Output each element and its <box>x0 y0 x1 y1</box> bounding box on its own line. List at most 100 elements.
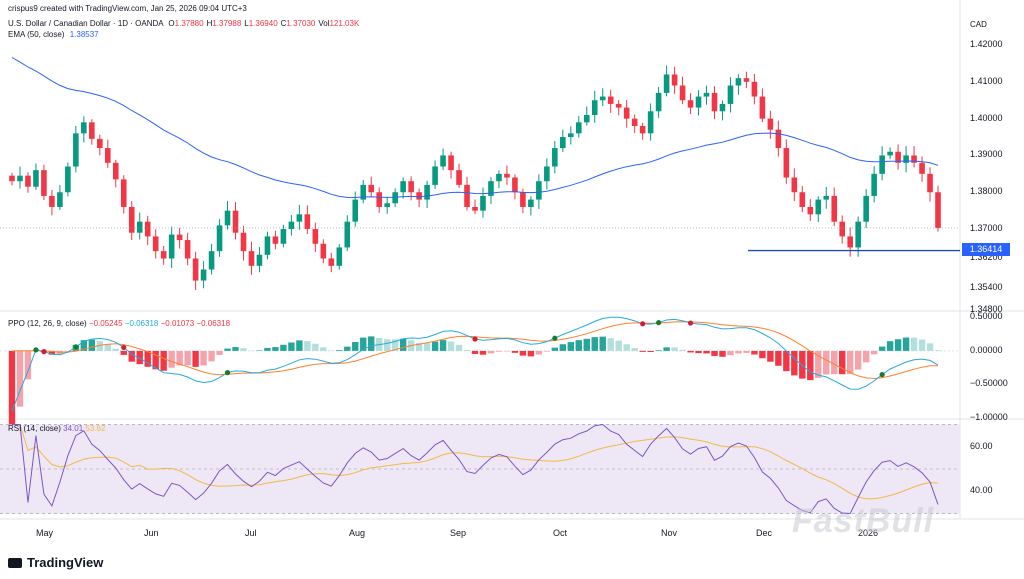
candle-body <box>783 148 790 178</box>
ppo-histogram-bar <box>471 350 479 354</box>
time-tick-label: Jul <box>245 528 257 538</box>
ppo-histogram-bar <box>96 341 103 351</box>
ppo-histogram-bar <box>775 350 782 366</box>
ppo-cross-marker <box>224 370 231 376</box>
ppo-histogram-bar <box>727 350 734 356</box>
ppo-histogram-bar <box>368 336 375 351</box>
candle-body <box>823 195 830 200</box>
candle-body <box>89 122 95 139</box>
candle-body <box>208 251 215 270</box>
candle-body <box>392 192 398 204</box>
candle-body <box>807 206 814 215</box>
ppo-histogram-bar <box>152 350 159 370</box>
support-price-tag: 1.36414 <box>962 243 1010 256</box>
candle-body <box>639 126 646 134</box>
time-tick-label: Jun <box>144 528 159 538</box>
price-tick-label: 1.36200 <box>970 252 1003 263</box>
candle-body <box>200 269 207 281</box>
price-tick-label: 1.42000 <box>970 39 1003 50</box>
candle-body <box>456 170 462 185</box>
symbol-line: U.S. Dollar / Canadian Dollar · 1D · OAN… <box>8 19 359 29</box>
ppo-histogram-bar <box>535 350 543 355</box>
ppo-histogram-bar <box>663 347 670 351</box>
candle-body <box>184 240 191 259</box>
price-tick-label: 1.41000 <box>970 75 1003 86</box>
ppo-histogram-bar <box>391 339 399 351</box>
ppo-histogram-bar <box>288 342 295 351</box>
candle-body <box>615 103 622 108</box>
ppo-histogram-bar <box>575 340 582 351</box>
ppo-histogram-bar <box>264 347 271 351</box>
candle-body <box>560 137 566 149</box>
candle-body <box>655 92 662 112</box>
candle-body <box>97 138 103 149</box>
candle-body <box>304 214 311 230</box>
ppo-histogram-bar <box>192 350 199 367</box>
ppo-histogram-bar <box>639 350 646 352</box>
ppo-legend: PPO (12, 26, 9, close) −0.05245 −0.06318… <box>8 319 230 328</box>
ppo-histogram-bar <box>910 337 918 351</box>
ppo-histogram-bar <box>415 342 423 351</box>
time-tick-label: Dec <box>756 528 773 538</box>
candle-body <box>480 195 486 211</box>
ppo-value-3: −0.01073 <box>160 319 195 328</box>
candle-body <box>935 192 941 228</box>
candle-body <box>663 74 670 93</box>
candle-body <box>49 195 55 207</box>
candle-body <box>751 81 758 97</box>
candle-body <box>887 151 893 156</box>
candle-body <box>104 148 111 163</box>
ppo-histogram-bar <box>439 340 447 351</box>
ppo-cross-marker <box>73 344 79 350</box>
candle-body <box>536 181 542 200</box>
candle-body <box>376 192 382 207</box>
ppo-histogram-bar <box>759 350 766 359</box>
ppo-histogram-bar <box>735 350 742 354</box>
ppo-histogram-bar <box>902 337 910 351</box>
symbol-label: U.S. Dollar / Canadian Dollar · 1D · OAN… <box>8 19 164 28</box>
ppo-histogram-bar <box>184 350 191 366</box>
ppo-value-1: −0.05245 <box>88 319 123 328</box>
candle-body <box>727 85 734 104</box>
ppo-histogram-bar <box>870 350 878 355</box>
ppo-histogram-bar <box>615 340 622 351</box>
candle-body <box>520 192 526 207</box>
ema-value: 1.38537 <box>69 30 99 39</box>
candle-body <box>631 118 638 126</box>
candle-body <box>17 175 23 182</box>
ppo-histogram-bar <box>511 350 519 353</box>
candle-body <box>192 258 199 281</box>
ppo-histogram-bar <box>878 346 886 351</box>
candle-body <box>216 225 223 252</box>
ppo-histogram-bar <box>216 350 223 355</box>
credit-text: crispus9 created with TradingView.com, J… <box>8 4 247 13</box>
candle-body <box>799 192 806 207</box>
candle-body <box>280 229 287 244</box>
candle-body <box>144 221 151 237</box>
candle-body <box>575 122 582 134</box>
ppo-histogram-bar <box>232 347 239 351</box>
ppo-histogram-bar <box>655 350 662 351</box>
ema-50-line <box>11 57 939 199</box>
candle-body <box>583 114 590 123</box>
candle-body <box>152 236 159 252</box>
candle-body <box>256 254 263 266</box>
ppo-histogram-bar <box>168 350 175 368</box>
ppo-histogram-bar <box>160 350 167 371</box>
ppo-histogram-bar <box>934 350 942 351</box>
candle-body <box>272 236 279 244</box>
candle-body <box>735 78 742 86</box>
ppo-histogram-bar <box>463 350 471 351</box>
ppo-histogram-bar <box>703 350 710 354</box>
ppo-histogram-bar <box>926 343 934 351</box>
candle-body <box>568 133 574 138</box>
candle-body <box>41 170 47 196</box>
candle-body <box>168 234 175 259</box>
ppo-histogram-bar <box>208 350 215 362</box>
candle-body <box>120 179 127 207</box>
price-tick-label: 1.39000 <box>970 149 1003 160</box>
ppo-histogram-bar <box>687 350 694 353</box>
candle-body <box>344 221 351 248</box>
candle-body <box>336 247 343 266</box>
